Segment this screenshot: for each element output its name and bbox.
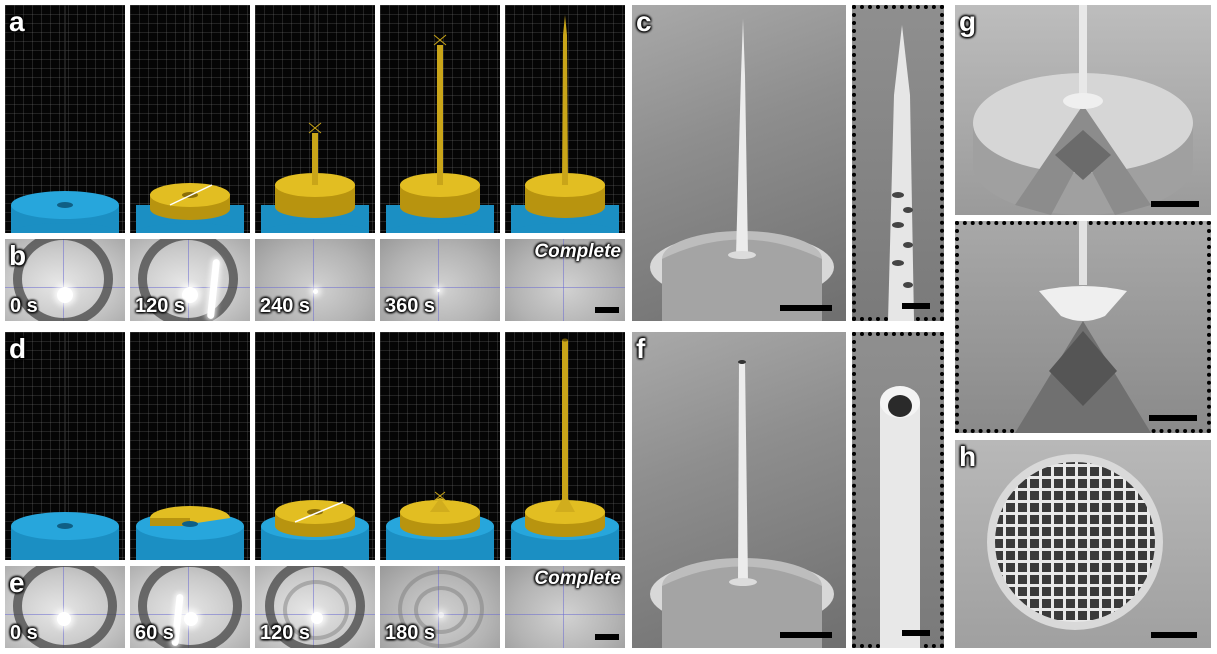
panel-label-d: d bbox=[9, 333, 27, 364]
panel-label-b: b bbox=[9, 240, 27, 271]
light-spot bbox=[311, 612, 323, 624]
ring-print bbox=[283, 580, 349, 640]
ring-shadow bbox=[13, 239, 113, 321]
render-a-frame-3 bbox=[255, 5, 375, 233]
time-label: 0 s bbox=[10, 295, 38, 317]
ring-shadow bbox=[265, 566, 365, 648]
render-d-frame-1-drawing bbox=[11, 332, 119, 560]
camera-e-frame-3: 120 s bbox=[255, 566, 375, 648]
time-label: 240 s bbox=[260, 295, 311, 317]
render-a-frame-2 bbox=[130, 5, 250, 233]
light-spot bbox=[438, 612, 444, 618]
sem-panel-f: f bbox=[632, 332, 846, 648]
scale-bar bbox=[780, 305, 832, 311]
camera-b-frame-3: 240 s bbox=[255, 239, 375, 321]
scale-bar bbox=[595, 307, 619, 313]
sem-panel-h: h bbox=[955, 440, 1211, 648]
camera-b-frame-4: 360 s bbox=[380, 239, 500, 321]
render-d-frame-3-drawing bbox=[261, 332, 369, 560]
render-d-frame-2 bbox=[130, 332, 250, 560]
sem-g-zoom-drawing bbox=[1015, 221, 1151, 433]
render-d-frame-5 bbox=[505, 332, 625, 560]
panel-label-g: g bbox=[959, 6, 977, 37]
time-label: 120 s bbox=[135, 295, 186, 317]
time-label: 180 s bbox=[385, 622, 436, 644]
light-spot bbox=[437, 289, 440, 292]
ring-print bbox=[398, 570, 484, 648]
render-d-frame-4 bbox=[380, 332, 500, 560]
panel-label-e: e bbox=[9, 567, 25, 598]
light-spot bbox=[182, 287, 198, 303]
render-a-frame-4 bbox=[380, 5, 500, 233]
light-spot bbox=[313, 289, 318, 294]
scale-bar bbox=[902, 630, 930, 636]
scale-bar bbox=[1151, 201, 1199, 207]
sem-h-drawing bbox=[987, 454, 1163, 630]
camera-b-frame-1: b 0 s bbox=[5, 239, 125, 321]
ring-shadow bbox=[13, 566, 117, 648]
ring-shadow bbox=[138, 566, 242, 648]
ring-shadow bbox=[138, 239, 238, 321]
time-label: 60 s bbox=[135, 622, 174, 644]
render-d-frame-2-drawing bbox=[136, 332, 244, 560]
complete-label: Complete bbox=[534, 241, 621, 262]
complete-label: Complete bbox=[534, 568, 621, 589]
render-a-frame-1: a bbox=[5, 5, 125, 233]
sem-c-zoom-drawing bbox=[888, 25, 914, 321]
panel-label-f: f bbox=[636, 333, 646, 364]
render-a-frame-1-drawing bbox=[11, 5, 119, 233]
render-a-frame-3-drawing bbox=[261, 5, 369, 233]
sem-c-drawing bbox=[650, 19, 834, 321]
scale-bar bbox=[1151, 632, 1197, 638]
light-spot bbox=[57, 612, 71, 626]
sem-panel-g: g bbox=[955, 5, 1211, 215]
sem-panel-c-zoom bbox=[852, 5, 944, 321]
camera-e-frame-2: 60 s bbox=[130, 566, 250, 648]
time-label: 0 s bbox=[10, 622, 38, 644]
scale-bar bbox=[902, 303, 930, 309]
camera-b-frame-2: 120 s bbox=[130, 239, 250, 321]
sem-panel-c: c bbox=[632, 5, 846, 321]
time-label: 120 s bbox=[260, 622, 311, 644]
camera-b-frame-5: Complete bbox=[505, 239, 625, 321]
render-a-frame-2-drawing bbox=[136, 5, 244, 233]
camera-e-frame-4: 180 s bbox=[380, 566, 500, 648]
render-d-frame-5-drawing bbox=[511, 338, 619, 560]
sem-f-drawing bbox=[650, 360, 834, 648]
render-a-frame-4-drawing bbox=[386, 34, 494, 233]
panel-label-c: c bbox=[636, 6, 652, 37]
sem-panel-f-zoom bbox=[852, 332, 944, 648]
render-a-frame-5 bbox=[505, 5, 625, 233]
sem-f-zoom-drawing bbox=[880, 386, 920, 648]
panel-label-h: h bbox=[959, 441, 977, 472]
render-d-frame-3 bbox=[255, 332, 375, 560]
scale-bar bbox=[595, 634, 619, 640]
scale-bar bbox=[780, 632, 832, 638]
camera-e-frame-1: e 0 s bbox=[5, 566, 125, 648]
light-spot bbox=[184, 612, 198, 626]
scale-bar bbox=[1149, 415, 1197, 421]
sem-g-drawing bbox=[973, 5, 1193, 215]
ring-print-inner bbox=[414, 586, 468, 634]
panel-label-a: a bbox=[9, 6, 25, 37]
sem-panel-g-zoom bbox=[955, 221, 1211, 433]
camera-e-frame-5: Complete bbox=[505, 566, 625, 648]
render-d-frame-1: d bbox=[5, 332, 125, 560]
light-spot bbox=[57, 287, 73, 303]
render-d-frame-4-drawing bbox=[386, 491, 494, 560]
render-a-frame-5-drawing bbox=[511, 15, 619, 233]
time-label: 360 s bbox=[385, 295, 436, 317]
